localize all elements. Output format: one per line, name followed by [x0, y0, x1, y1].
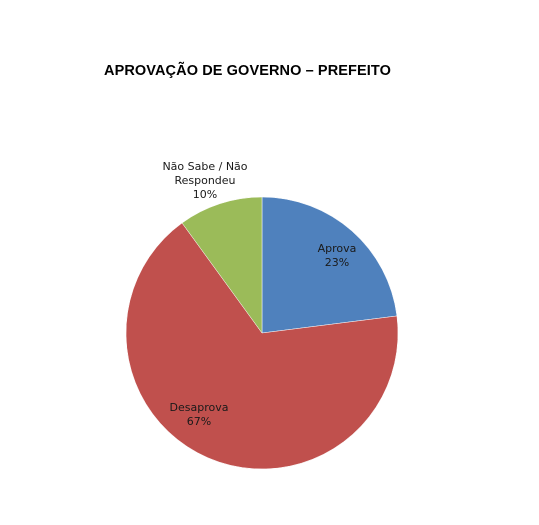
- slice-value-label-nao-sabe: 10%: [193, 188, 217, 201]
- pie-slices: [126, 197, 398, 469]
- slice-category-label-desaprova: Desaprova: [170, 401, 229, 414]
- slice-category-label-nao-sabe: Respondeu: [174, 174, 235, 187]
- slice-category-label-aprova: Aprova: [318, 242, 357, 255]
- slice-category-label-nao-sabe: Não Sabe / Não: [162, 160, 247, 173]
- slice-value-label-desaprova: 67%: [187, 415, 211, 428]
- slice-value-label-aprova: 23%: [325, 256, 349, 269]
